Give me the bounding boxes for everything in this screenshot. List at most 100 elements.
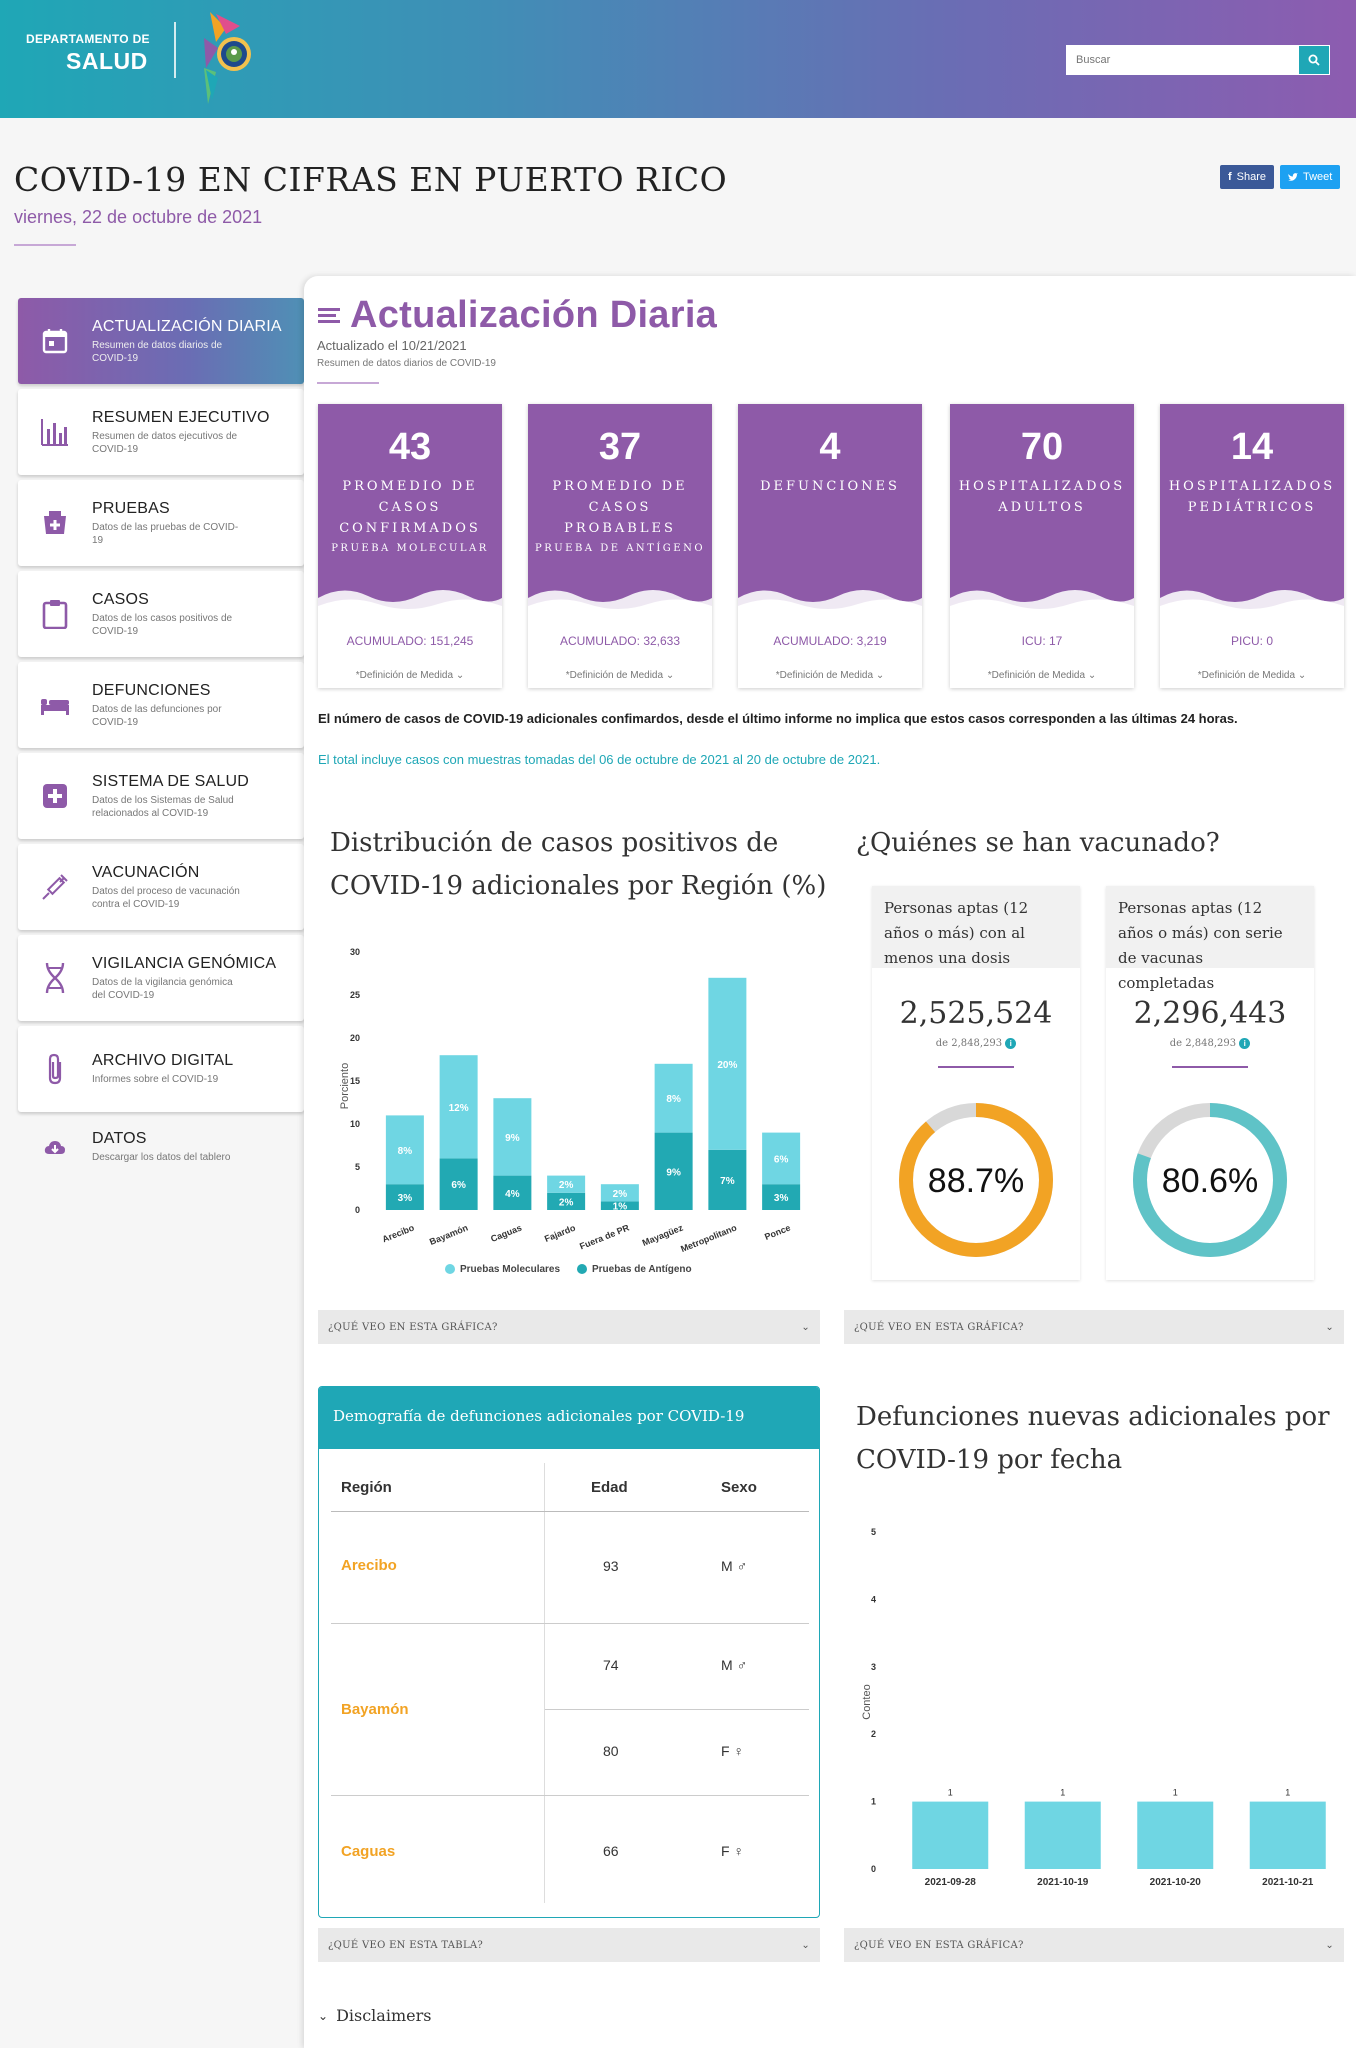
table-row-sex: M ♂ [721,1558,748,1574]
legend-label: Pruebas de Antígeno [592,1264,692,1275]
donut-percentage: 88.7% [928,1162,1024,1200]
demography-accordion[interactable]: ¿QUÉ VEO EN ESTA TABLA? ⌄ [318,1928,820,1962]
syringe-icon [42,874,68,900]
kpi-cards: 43 PROMEDIO DE CASOS CONFIRMADOS PRUEBA M… [318,404,1348,688]
y-tick-label: 20 [350,1033,360,1043]
seal-logo-icon [204,12,251,104]
bar [493,1175,532,1210]
sidebar-item-label: VIGILANCIA GENÓMICA [92,954,277,972]
x-tick-label: Metropolitano [679,1222,738,1254]
deaths-chart-accordion[interactable]: ¿QUÉ VEO EN ESTA GRÁFICA? ⌄ [844,1928,1344,1962]
tweet-button[interactable]: Tweet [1280,165,1341,189]
page-title: COVID-19 EN CIFRAS EN PUERTO RICO [14,160,728,199]
bar [600,1184,639,1202]
date-range-note: El total incluye casos con muestras toma… [318,752,881,767]
table-row-region: Bayamón [341,1701,409,1718]
sidebar-item-label: DEFUNCIONES [92,681,211,699]
y-tick-label: 4 [871,1594,876,1604]
sidebar-item-desc: Datos de las defunciones por COVID-19 [92,703,222,728]
test-kit-icon [44,511,66,534]
region-chart-accordion[interactable]: ¿QUÉ VEO EN ESTA GRÁFICA? ⌄ [318,1310,820,1344]
bar-data-label: 1 [1173,1788,1178,1798]
vaccination-donut: 80.6% [1133,1103,1287,1257]
donut-percentage: 80.6% [1162,1162,1258,1200]
vaccination-donut: 88.7% [899,1103,1053,1257]
bar-data-label: 4% [505,1189,520,1200]
sidebar-item-defunciones[interactable]: DEFUNCIONES Datos de las defunciones por … [18,662,304,748]
y-tick-label: 5 [355,1162,360,1172]
kpi-definition-toggle[interactable]: *Definición de Medida ⌄ [987,670,1097,681]
male-icon: ♂ [736,1657,748,1673]
kpi-label: HOSPITALIZADOS ADULTOS [958,479,1126,515]
info-icon[interactable]: i [1005,1038,1017,1049]
bar [762,1132,801,1185]
cases-note: El número de casos de COVID-19 adicional… [318,711,1238,726]
bar [654,1063,693,1133]
kpi-definition-toggle[interactable]: *Definición de Medida ⌄ [1197,670,1307,681]
bar-data-label: 8% [666,1094,681,1105]
legend-swatch [445,1264,455,1274]
bar [600,1201,639,1210]
col-sex-header: Sexo [721,1479,757,1496]
sidebar-item-desc: Datos de los Sistemas de Salud relaciona… [92,794,234,819]
chevron-down-icon: ⌄ [1087,670,1097,681]
y-tick-label: 25 [350,990,360,1000]
bar-data-label: 7% [720,1176,735,1187]
sidebar-item-desc: Datos de las pruebas de COVID-19 [92,521,239,546]
facebook-share-button[interactable]: f Share [1220,165,1275,189]
vaccination-card: Personas aptas (12 años o más) con serie… [1106,886,1314,1280]
brand-divider [174,22,176,78]
sidebar-item-vigilancia-genomica[interactable]: VIGILANCIA GENÓMICA Datos de la vigilanci… [18,935,304,1021]
bar [385,1184,424,1210]
clipboard-icon [42,600,68,629]
bar [912,1801,989,1869]
x-tick-label: 2021-10-20 [1150,1877,1202,1888]
disclaimers-toggle[interactable]: ⌄ Disclaimers [318,2006,432,2025]
sidebar-item-label: VACUNACIÓN [92,863,200,881]
sidebar-item-resumen-ejecutivo[interactable]: RESUMEN EJECUTIVO Resumen de datos ejecut… [18,389,304,475]
sidebar-item-sistema-de-salud[interactable]: SISTEMA DE SALUD Datos de los Sistemas de… [18,753,304,839]
bed-icon [41,699,69,715]
search-icon [1308,54,1320,66]
y-tick-label: 0 [871,1864,876,1874]
x-tick-label: Ponce [763,1223,792,1242]
x-tick-label: Caguas [489,1223,523,1244]
kpi-definition-toggle[interactable]: *Definición de Medida ⌄ [565,670,675,681]
sidebar-item-pruebas[interactable]: PRUEBAS Datos de las pruebas de COVID-19 [18,480,304,566]
kpi-number: 14 [1230,426,1274,468]
kpi-label: HOSPITALIZADOS PEDIÁTRICOS [1168,479,1336,515]
page-date: viernes, 22 de octubre de 2021 [14,207,263,227]
sidebar-item-casos[interactable]: CASOS Datos de los casos positivos de COV… [18,571,304,657]
col-age-header: Edad [591,1479,628,1496]
search-button[interactable] [1298,45,1330,75]
bar-data-label: 3% [774,1193,789,1204]
sidebar-item-actualizacion-diaria[interactable]: ACTUALIZACIÓN DIARIA Resumen de datos dia… [18,298,304,384]
sidebar-item-datos[interactable]: DATOS Descargar los datos del tablero [18,1117,304,1177]
vaccination-accordion[interactable]: ¿QUÉ VEO EN ESTA GRÁFICA? ⌄ [844,1310,1344,1344]
info-icon[interactable]: i [1239,1038,1251,1049]
kpi-number: 37 [598,426,642,468]
female-icon: ♀ [733,1843,744,1859]
chevron-down-icon: ⌄ [875,670,885,681]
demography-title: Demografía de defunciones adicionales po… [319,1387,819,1449]
vaccination-card: Personas aptas (12 años o más) con al me… [872,886,1080,1280]
health-cross-icon [43,784,67,808]
bar-data-label: 1% [613,1202,628,1213]
vaccination-card-head: Personas aptas (12 años o más) con al me… [872,886,1080,968]
kpi-definition-toggle[interactable]: *Definición de Medida ⌄ [355,670,465,681]
tweet-label: Tweet [1303,171,1333,183]
kpi-number: 4 [819,426,841,468]
legend-swatch [577,1264,587,1274]
sidebar-item-archivo-digital[interactable]: ARCHIVO DIGITAL Informes sobre el COVID-1… [18,1026,304,1112]
kpi-accumulated: ACUMULADO: 32,633 [559,634,681,648]
y-tick-label: 5 [871,1527,876,1537]
kpi-label: DEFUNCIONES [760,479,900,494]
cloud-download-icon [44,1141,65,1154]
chevron-down-icon: ⌄ [318,2008,329,2023]
brand-small-text: DEPARTAMENTO DE [26,32,150,46]
search-input[interactable] [1066,45,1298,75]
kpi-card: 43 PROMEDIO DE CASOS CONFIRMADOS PRUEBA M… [318,404,502,688]
kpi-definition-toggle[interactable]: *Definición de Medida ⌄ [775,670,885,681]
x-tick-label: Mayagüez [641,1222,685,1248]
sidebar-item-vacunacion[interactable]: VACUNACIÓN Datos del proceso de vacunació… [18,844,304,930]
